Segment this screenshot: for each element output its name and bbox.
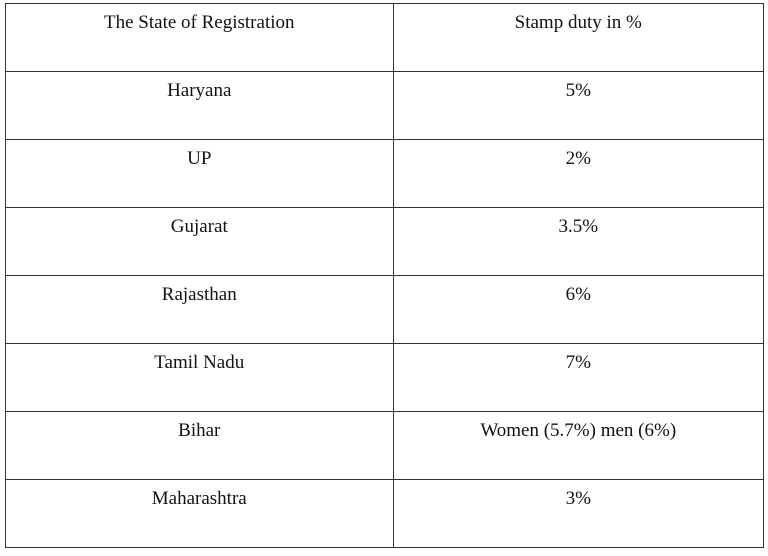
state-cell: Gujarat bbox=[5, 207, 394, 276]
header-stamp-duty: Stamp duty in % bbox=[392, 3, 765, 72]
table-row: UP 2% bbox=[5, 139, 765, 208]
stamp-duty-cell: 3% bbox=[392, 479, 765, 548]
stamp-duty-cell: 2% bbox=[392, 139, 765, 208]
state-cell: Bihar bbox=[5, 411, 394, 480]
stamp-duty-cell: 3.5% bbox=[392, 207, 765, 276]
header-state: The State of Registration bbox=[5, 3, 394, 72]
stamp-duty-cell: 6% bbox=[392, 275, 765, 344]
state-cell: Rajasthan bbox=[5, 275, 394, 344]
state-cell: Maharashtra bbox=[5, 479, 394, 548]
table-row: Gujarat 3.5% bbox=[5, 207, 765, 276]
state-cell: Haryana bbox=[5, 71, 394, 140]
table-row: Maharashtra 3% bbox=[5, 479, 765, 548]
table-row: Haryana 5% bbox=[5, 71, 765, 140]
table-row: Tamil Nadu 7% bbox=[5, 343, 765, 412]
table-row: Bihar Women (5.7%) men (6%) bbox=[5, 411, 765, 480]
state-cell: Tamil Nadu bbox=[5, 343, 394, 412]
stamp-duty-table: The State of Registration Stamp duty in … bbox=[5, 3, 765, 548]
table-row: Rajasthan 6% bbox=[5, 275, 765, 344]
stamp-duty-cell: 5% bbox=[392, 71, 765, 140]
header-row: The State of Registration Stamp duty in … bbox=[5, 3, 765, 72]
stamp-duty-cell: 7% bbox=[392, 343, 765, 412]
stamp-duty-cell: Women (5.7%) men (6%) bbox=[392, 411, 765, 480]
state-cell: UP bbox=[5, 139, 394, 208]
